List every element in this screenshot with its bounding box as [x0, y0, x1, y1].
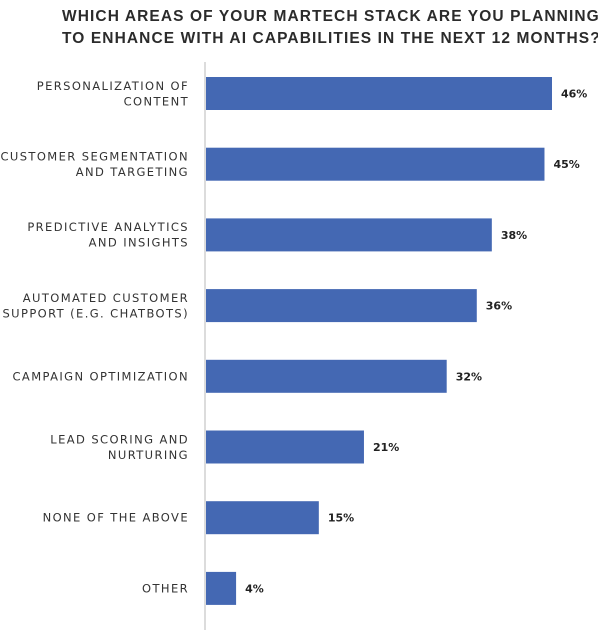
bar — [206, 571, 237, 605]
value-label: 46% — [561, 88, 587, 101]
category-label: CUSTOMER SEGMENTATION — [0, 149, 189, 163]
category-label: NONE OF THE ABOVE — [43, 511, 189, 525]
bar — [206, 430, 364, 464]
value-label: 36% — [486, 300, 512, 313]
category-label: PERSONALIZATION OF — [37, 79, 189, 93]
category-label: AUTOMATED CUSTOMER — [23, 291, 189, 305]
category-label: SUPPORT (E.G. CHATBOTS) — [2, 306, 189, 320]
category-label: OTHER — [142, 581, 189, 595]
value-label: 38% — [501, 229, 527, 242]
bar — [206, 147, 545, 181]
bar — [206, 501, 319, 535]
category-label: PREDICTIVE ANALYTICS — [27, 220, 189, 234]
value-label: 15% — [328, 512, 354, 525]
category-label: LEAD SCORING AND — [50, 432, 189, 446]
category-label: NURTURING — [108, 448, 189, 462]
chart-title-line-2: TO ENHANCE WITH AI CAPABILITIES IN THE N… — [62, 30, 598, 47]
value-label: 4% — [245, 582, 264, 595]
bar — [206, 359, 447, 393]
value-label: 32% — [456, 370, 482, 383]
bar — [206, 289, 477, 323]
bar — [206, 77, 552, 110]
value-label: 21% — [373, 441, 399, 454]
category-label: CONTENT — [124, 94, 189, 108]
category-label: AND TARGETING — [76, 165, 189, 179]
value-label: 45% — [553, 158, 579, 171]
category-label: AND INSIGHTS — [89, 236, 189, 250]
chart-title-line-1: WHICH AREAS OF YOUR MARTECH STACK ARE YO… — [62, 8, 598, 25]
category-label: CAMPAIGN OPTIMIZATION — [13, 369, 190, 383]
chart-title: WHICH AREAS OF YOUR MARTECH STACK ARE YO… — [62, 6, 598, 50]
bar — [206, 218, 492, 252]
